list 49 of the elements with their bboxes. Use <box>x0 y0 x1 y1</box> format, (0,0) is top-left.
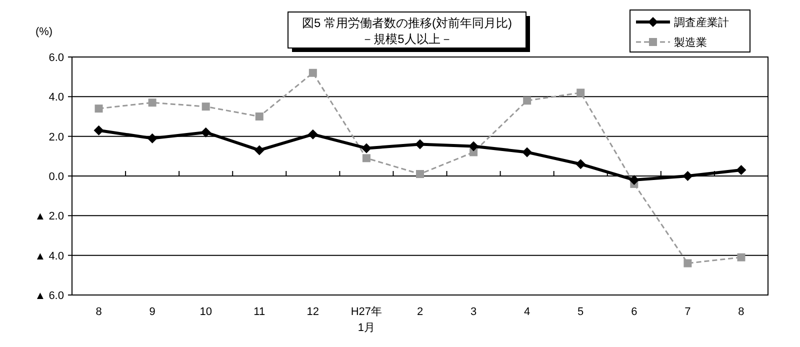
x-tick-label: 8 <box>738 306 744 318</box>
x-tick-label: 8 <box>96 306 102 318</box>
x-tick-label: 11 <box>254 306 266 318</box>
point <box>523 96 532 105</box>
point <box>308 129 318 140</box>
point <box>94 125 104 136</box>
point <box>308 68 317 77</box>
chart-subtitle: －規模5人以上－ <box>362 32 452 46</box>
point <box>737 253 746 262</box>
x-tick-label: 9 <box>149 306 156 318</box>
x-tick-label: 12 <box>306 306 320 318</box>
point <box>94 104 103 113</box>
y-tick-label: 4.0 <box>48 92 64 104</box>
point <box>147 133 158 144</box>
x-tick-label: 7 <box>684 306 691 318</box>
y-tick-label: 6.0 <box>48 52 64 64</box>
point <box>148 98 156 107</box>
x-tick-label: 6 <box>631 306 638 318</box>
point <box>576 159 586 170</box>
x-tick-label: 5 <box>578 306 584 318</box>
point <box>415 139 425 150</box>
chart-title: 図5 常用労働者数の推移(対前年同月比) <box>302 16 512 30</box>
point <box>361 143 372 154</box>
point <box>254 145 264 156</box>
x-tick-label: H27年 1月 <box>350 306 382 334</box>
point <box>682 171 693 181</box>
y-tick-label: 2.0 <box>48 131 64 144</box>
point <box>200 127 211 138</box>
point <box>522 147 532 158</box>
point <box>576 88 585 97</box>
y-axis-title: (%) <box>35 26 53 38</box>
x-tick-label: 3 <box>470 306 477 318</box>
legend-label: 調査産業計 <box>674 16 729 29</box>
point <box>629 174 640 185</box>
point <box>255 112 264 120</box>
y-tick-label: ▲ 6.0 <box>34 290 64 302</box>
y-tick-label: 0.0 <box>48 171 64 183</box>
point <box>416 170 424 178</box>
point <box>736 165 746 176</box>
x-tick-label: 10 <box>200 306 212 318</box>
point <box>202 102 210 111</box>
legend-label: 製造業 <box>674 36 707 49</box>
x-tick-label: 2 <box>416 306 424 318</box>
y-tick-label: ▲ 4.0 <box>34 250 64 262</box>
x-tick-label: 4 <box>524 306 530 318</box>
y-tick-label: ▲ 2.0 <box>34 210 64 223</box>
point <box>684 259 692 268</box>
point <box>468 141 479 152</box>
point <box>362 154 370 162</box>
